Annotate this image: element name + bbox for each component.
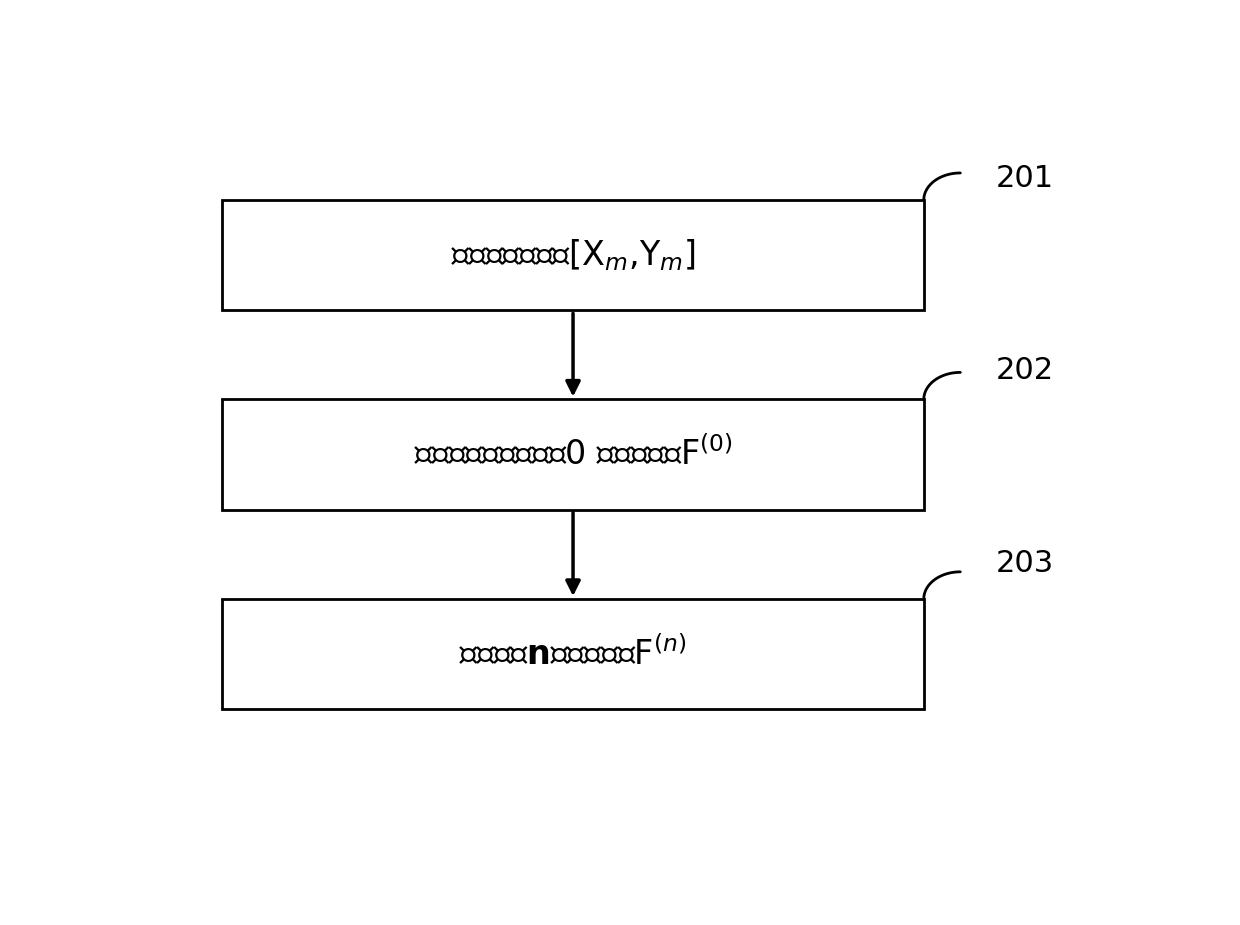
Text: 构造格雷序列对[X$_m$,Y$_m$]: 构造格雷序列对[X$_m$,Y$_m$] [450,238,696,273]
Text: 201: 201 [996,164,1054,193]
FancyBboxPatch shape [222,400,924,510]
Text: 203: 203 [996,549,1054,578]
FancyBboxPatch shape [222,200,924,311]
Text: 202: 202 [996,356,1054,386]
Text: 利用格雷序列对构造0 阶的母矩阵F$^{(0)}$: 利用格雷序列对构造0 阶的母矩阵F$^{(0)}$ [414,437,733,473]
FancyBboxPatch shape [222,598,924,709]
Text: 递归得到$\mathbf{n}$阶的母矩阵F$^{(n)}$: 递归得到$\mathbf{n}$阶的母矩阵F$^{(n)}$ [459,636,687,672]
